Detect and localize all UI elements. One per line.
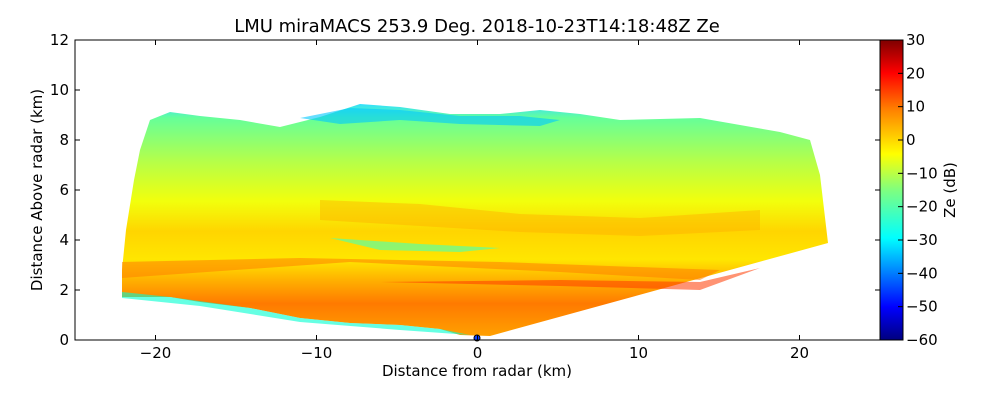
y-tick-label: 0	[59, 331, 69, 349]
reflectivity-field	[122, 104, 828, 336]
y-tick-label: 6	[59, 181, 69, 199]
colorbar	[879, 39, 904, 341]
x-tick-label: −10	[301, 344, 333, 362]
y-tick-label: 4	[59, 231, 69, 249]
x-tick-label: −20	[140, 344, 172, 362]
colorbar-tick-label: 0	[906, 131, 916, 149]
y-axis-label: Distance Above radar (km)	[28, 89, 46, 291]
chart-title: LMU miraMACS 253.9 Deg. 2018-10-23T14:18…	[234, 16, 720, 37]
x-axis: −20 −10 0 10 20	[140, 40, 809, 362]
y-tick-label: 12	[50, 31, 69, 49]
x-tick-label: 0	[473, 344, 483, 362]
colorbar-tick-label: −40	[906, 264, 938, 282]
y-axis: 0 2 4 6 8 10 12	[50, 31, 880, 349]
x-tick-label: 10	[629, 344, 648, 362]
colorbar-tick-label: 10	[906, 98, 925, 116]
colorbar-tick-label: −30	[906, 231, 938, 249]
colorbar-tick-label: −10	[906, 164, 938, 182]
colorbar-tick-label: −50	[906, 298, 938, 316]
x-axis-label: Distance from radar (km)	[382, 362, 572, 380]
echo-region	[122, 104, 828, 336]
y-tick-label: 2	[59, 281, 69, 299]
colorbar-axis: 30 20 10 0 −10 −20 −30 −40 −50 −60	[898, 31, 938, 349]
y-tick-label: 8	[59, 131, 69, 149]
colorbar-tick-label: −20	[906, 198, 938, 216]
y-tick-label: 10	[50, 81, 69, 99]
colorbar-tick-label: 30	[906, 31, 925, 49]
colorbar-tick-label: −60	[906, 331, 938, 349]
x-tick-label: 20	[790, 344, 809, 362]
colorbar-label: Ze (dB)	[941, 162, 959, 218]
colorbar-tick-label: 20	[906, 64, 925, 82]
